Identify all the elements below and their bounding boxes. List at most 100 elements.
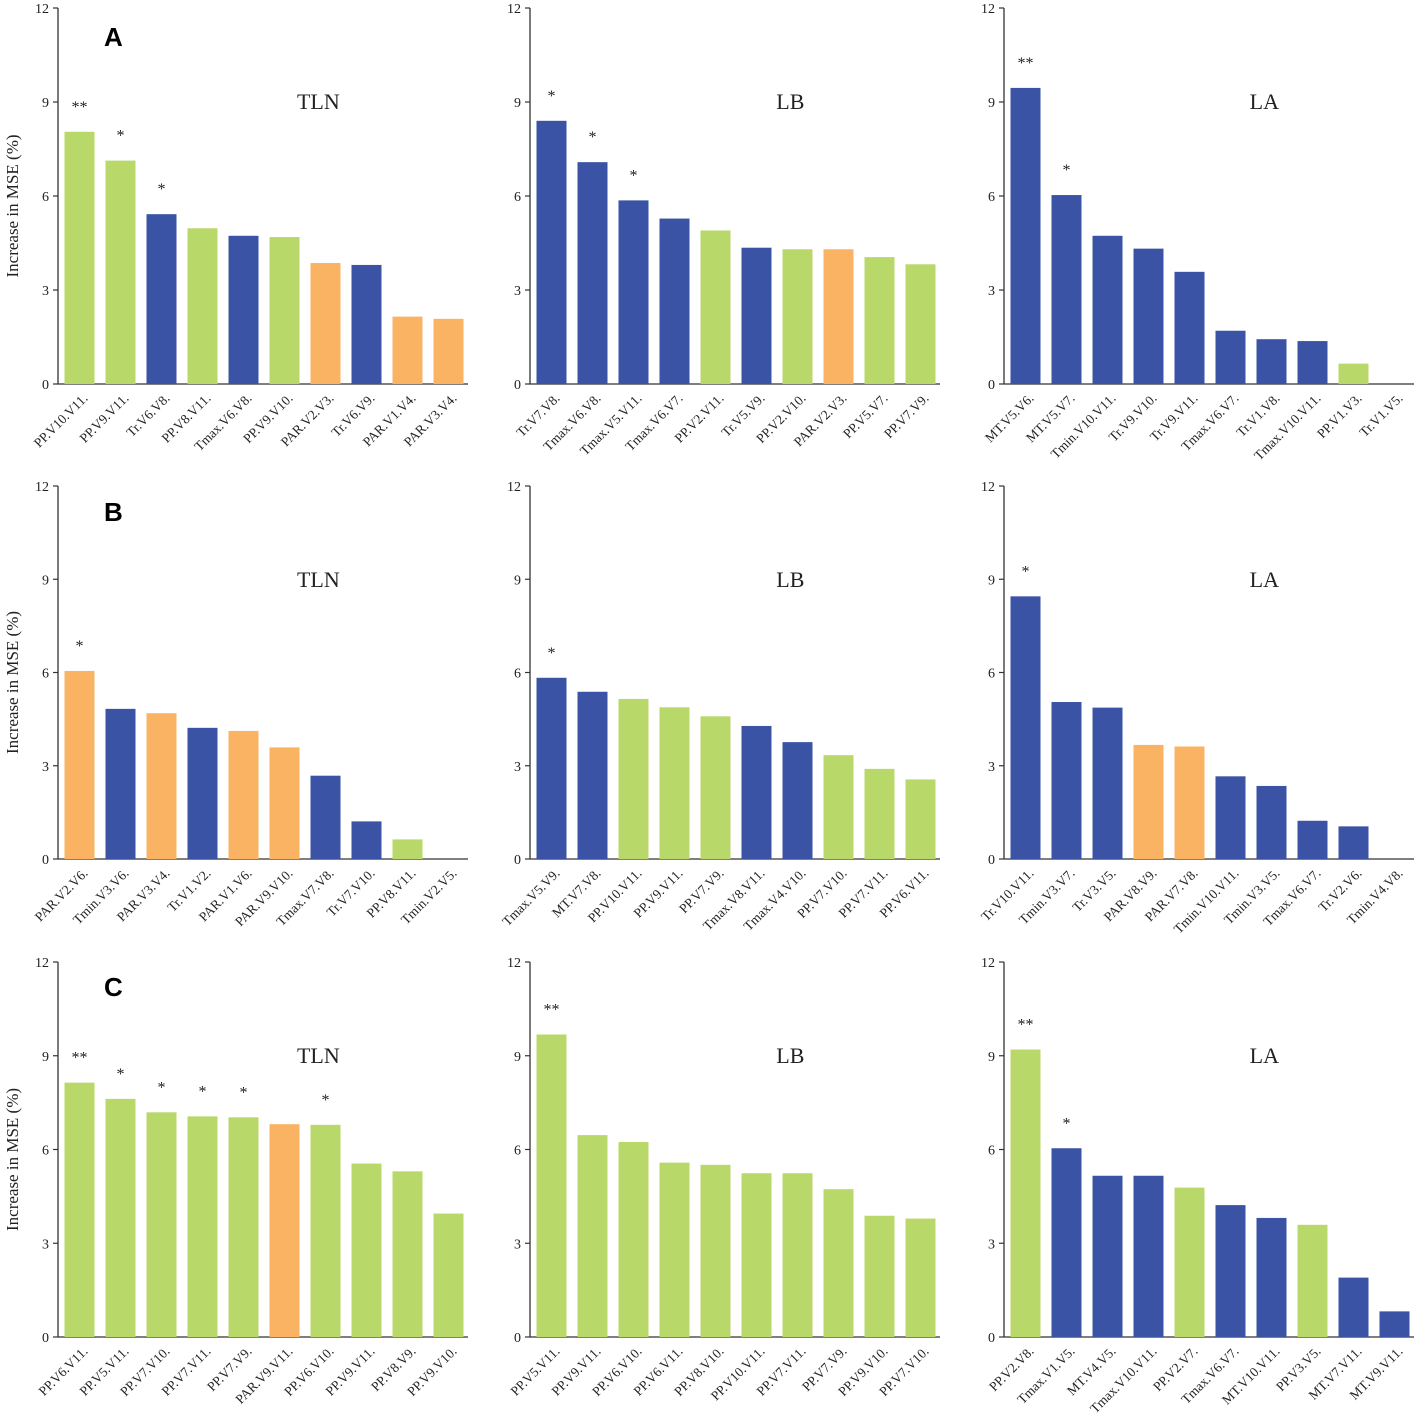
chart-b-tln-ytick-label: 9 bbox=[42, 573, 49, 588]
chart-a-lb-title: LB bbox=[776, 89, 804, 114]
chart-a-tln-bar bbox=[105, 160, 136, 384]
chart-a-lb-significance: * bbox=[630, 167, 638, 184]
chart-c-la-ytick-label: 0 bbox=[988, 1331, 995, 1346]
chart-a-tln-bar bbox=[351, 264, 382, 384]
chart-a-lb-ytick-label: 9 bbox=[514, 96, 521, 111]
chart-c-tln-bar bbox=[228, 1117, 259, 1337]
chart-a-la-significance: ** bbox=[1018, 55, 1034, 72]
chart-c-lb-ytick-label: 6 bbox=[514, 1144, 521, 1159]
chart-c-tln-bar bbox=[433, 1213, 464, 1337]
chart-b-la-ytick-label: 6 bbox=[988, 667, 995, 682]
chart-a-la-category-label: Tr.V1.V5. bbox=[1356, 391, 1405, 440]
chart-b-lb-ytick-label: 0 bbox=[514, 853, 521, 868]
chart-b-la-ytick-label: 9 bbox=[988, 573, 995, 588]
chart-c-tln-ytick-label: 12 bbox=[35, 956, 49, 971]
chart-a-la-bar bbox=[1051, 195, 1082, 384]
chart-b-tln-bar bbox=[351, 821, 382, 859]
chart-b-lb-bar bbox=[700, 716, 731, 859]
chart-c-la-ytick-label: 3 bbox=[988, 1237, 995, 1252]
chart-c-tln-bar bbox=[187, 1116, 218, 1337]
chart-c-la-bar bbox=[1174, 1187, 1205, 1337]
chart-a-lb-bar bbox=[659, 218, 690, 384]
chart-a-la-bar bbox=[1174, 271, 1205, 384]
chart-a-lb-significance: * bbox=[589, 129, 597, 146]
chart-c-tln-title: TLN bbox=[297, 1043, 340, 1068]
chart-b-la-bar bbox=[1051, 702, 1082, 859]
chart-b-lb-bar bbox=[864, 768, 895, 859]
chart-a-tln-bar bbox=[64, 131, 95, 384]
chart-b-la-bar bbox=[1092, 707, 1123, 859]
chart-b-la-bar bbox=[1297, 820, 1328, 859]
row-label-c: C bbox=[104, 972, 123, 1002]
chart-b-la-bar bbox=[1174, 746, 1205, 859]
chart-c-lb-bar bbox=[864, 1215, 895, 1337]
chart-c-la-ytick-label: 12 bbox=[981, 956, 995, 971]
chart-c-la-bar bbox=[1133, 1175, 1164, 1337]
chart-b-la-ytick-label: 12 bbox=[981, 480, 995, 495]
chart-b-lb-title: LB bbox=[776, 567, 804, 592]
chart-c-tln-ytick-label: 9 bbox=[42, 1050, 49, 1065]
chart-a-la-bar bbox=[1338, 363, 1369, 384]
chart-c-tln-significance: * bbox=[322, 1092, 330, 1109]
chart-c-lb-bar bbox=[782, 1173, 813, 1337]
chart-a-la-ytick-label: 3 bbox=[988, 284, 995, 299]
chart-b-lb-bar bbox=[782, 742, 813, 859]
chart-a-tln-bar bbox=[433, 318, 464, 384]
chart-b-tln-bar bbox=[64, 670, 95, 859]
chart-c-tln-bar bbox=[310, 1124, 341, 1337]
chart-c-la-title: LA bbox=[1250, 1043, 1279, 1068]
chart-a-lb-bar bbox=[741, 247, 772, 384]
chart-a-lb-ytick-label: 3 bbox=[514, 284, 521, 299]
chart-c-la-bar bbox=[1379, 1311, 1410, 1337]
chart-c-lb-ytick-label: 12 bbox=[507, 956, 521, 971]
chart-b-tln-ytick-label: 3 bbox=[42, 760, 49, 775]
chart-a-lb-category-label: PP.V7.V9. bbox=[881, 391, 932, 442]
chart-b-lb-ytick-label: 3 bbox=[514, 760, 521, 775]
chart-b-la-title: LA bbox=[1250, 567, 1279, 592]
chart-c-la-bar bbox=[1092, 1175, 1123, 1337]
chart-b-tln-bar bbox=[105, 708, 136, 859]
chart-a-la-significance: * bbox=[1063, 162, 1071, 179]
chart-b-lb-bar bbox=[823, 755, 854, 859]
chart-b-la-bar bbox=[1256, 785, 1287, 859]
chart-c-tln-ytick-label: 6 bbox=[42, 1144, 49, 1159]
chart-c-tln-ylabel: Increase in MSE (%) bbox=[3, 1088, 22, 1231]
chart-b-tln-ytick-label: 0 bbox=[42, 853, 49, 868]
chart-b-tln-ytick-label: 6 bbox=[42, 667, 49, 682]
chart-a-lb-bar bbox=[782, 249, 813, 384]
chart-a-tln-ylabel: Increase in MSE (%) bbox=[3, 134, 22, 277]
chart-b-lb-ytick-label: 12 bbox=[507, 480, 521, 495]
chart-b-la-bar bbox=[1215, 776, 1246, 859]
chart-c-lb-bar bbox=[823, 1189, 854, 1337]
chart-a-tln-bar bbox=[392, 316, 423, 384]
chart-c-tln-bar bbox=[146, 1112, 177, 1337]
chart-c-la-bar bbox=[1297, 1224, 1328, 1337]
chart-a-la-bar bbox=[1297, 341, 1328, 384]
chart-c-la-bar bbox=[1010, 1049, 1041, 1337]
chart-b-tln-title: TLN bbox=[297, 567, 340, 592]
chart-b-lb-bar bbox=[618, 698, 649, 859]
chart-b-tln-bar bbox=[228, 730, 259, 859]
chart-a-la-title: LA bbox=[1250, 89, 1279, 114]
chart-c-la-bar bbox=[1215, 1205, 1246, 1337]
chart-c-la-significance: ** bbox=[1018, 1017, 1034, 1034]
chart-b-tln-ytick-label: 12 bbox=[35, 480, 49, 495]
chart-c-tln-bar bbox=[64, 1082, 95, 1337]
chart-b-lb-ytick-label: 6 bbox=[514, 667, 521, 682]
chart-a-tln-bar bbox=[187, 228, 218, 384]
chart-a-la-bar bbox=[1092, 235, 1123, 384]
chart-b-tln-ylabel: Increase in MSE (%) bbox=[3, 611, 22, 754]
chart-a-lb-bar bbox=[536, 120, 567, 385]
chart-b-tln-bar bbox=[146, 713, 177, 859]
chart-b-tln-bar bbox=[310, 775, 341, 859]
chart-b-la-ytick-label: 0 bbox=[988, 853, 995, 868]
chart-a-lb-ytick-label: 12 bbox=[507, 2, 521, 17]
chart-c-tln-significance: * bbox=[117, 1066, 125, 1083]
chart-c-la-significance: * bbox=[1063, 1115, 1071, 1132]
chart-c-lb-bar bbox=[741, 1173, 772, 1337]
chart-a-la-ytick-label: 9 bbox=[988, 96, 995, 111]
chart-a-la-bar bbox=[1133, 248, 1164, 384]
chart-c-tln-ytick-label: 0 bbox=[42, 1331, 49, 1346]
chart-b-lb-bar bbox=[741, 725, 772, 859]
